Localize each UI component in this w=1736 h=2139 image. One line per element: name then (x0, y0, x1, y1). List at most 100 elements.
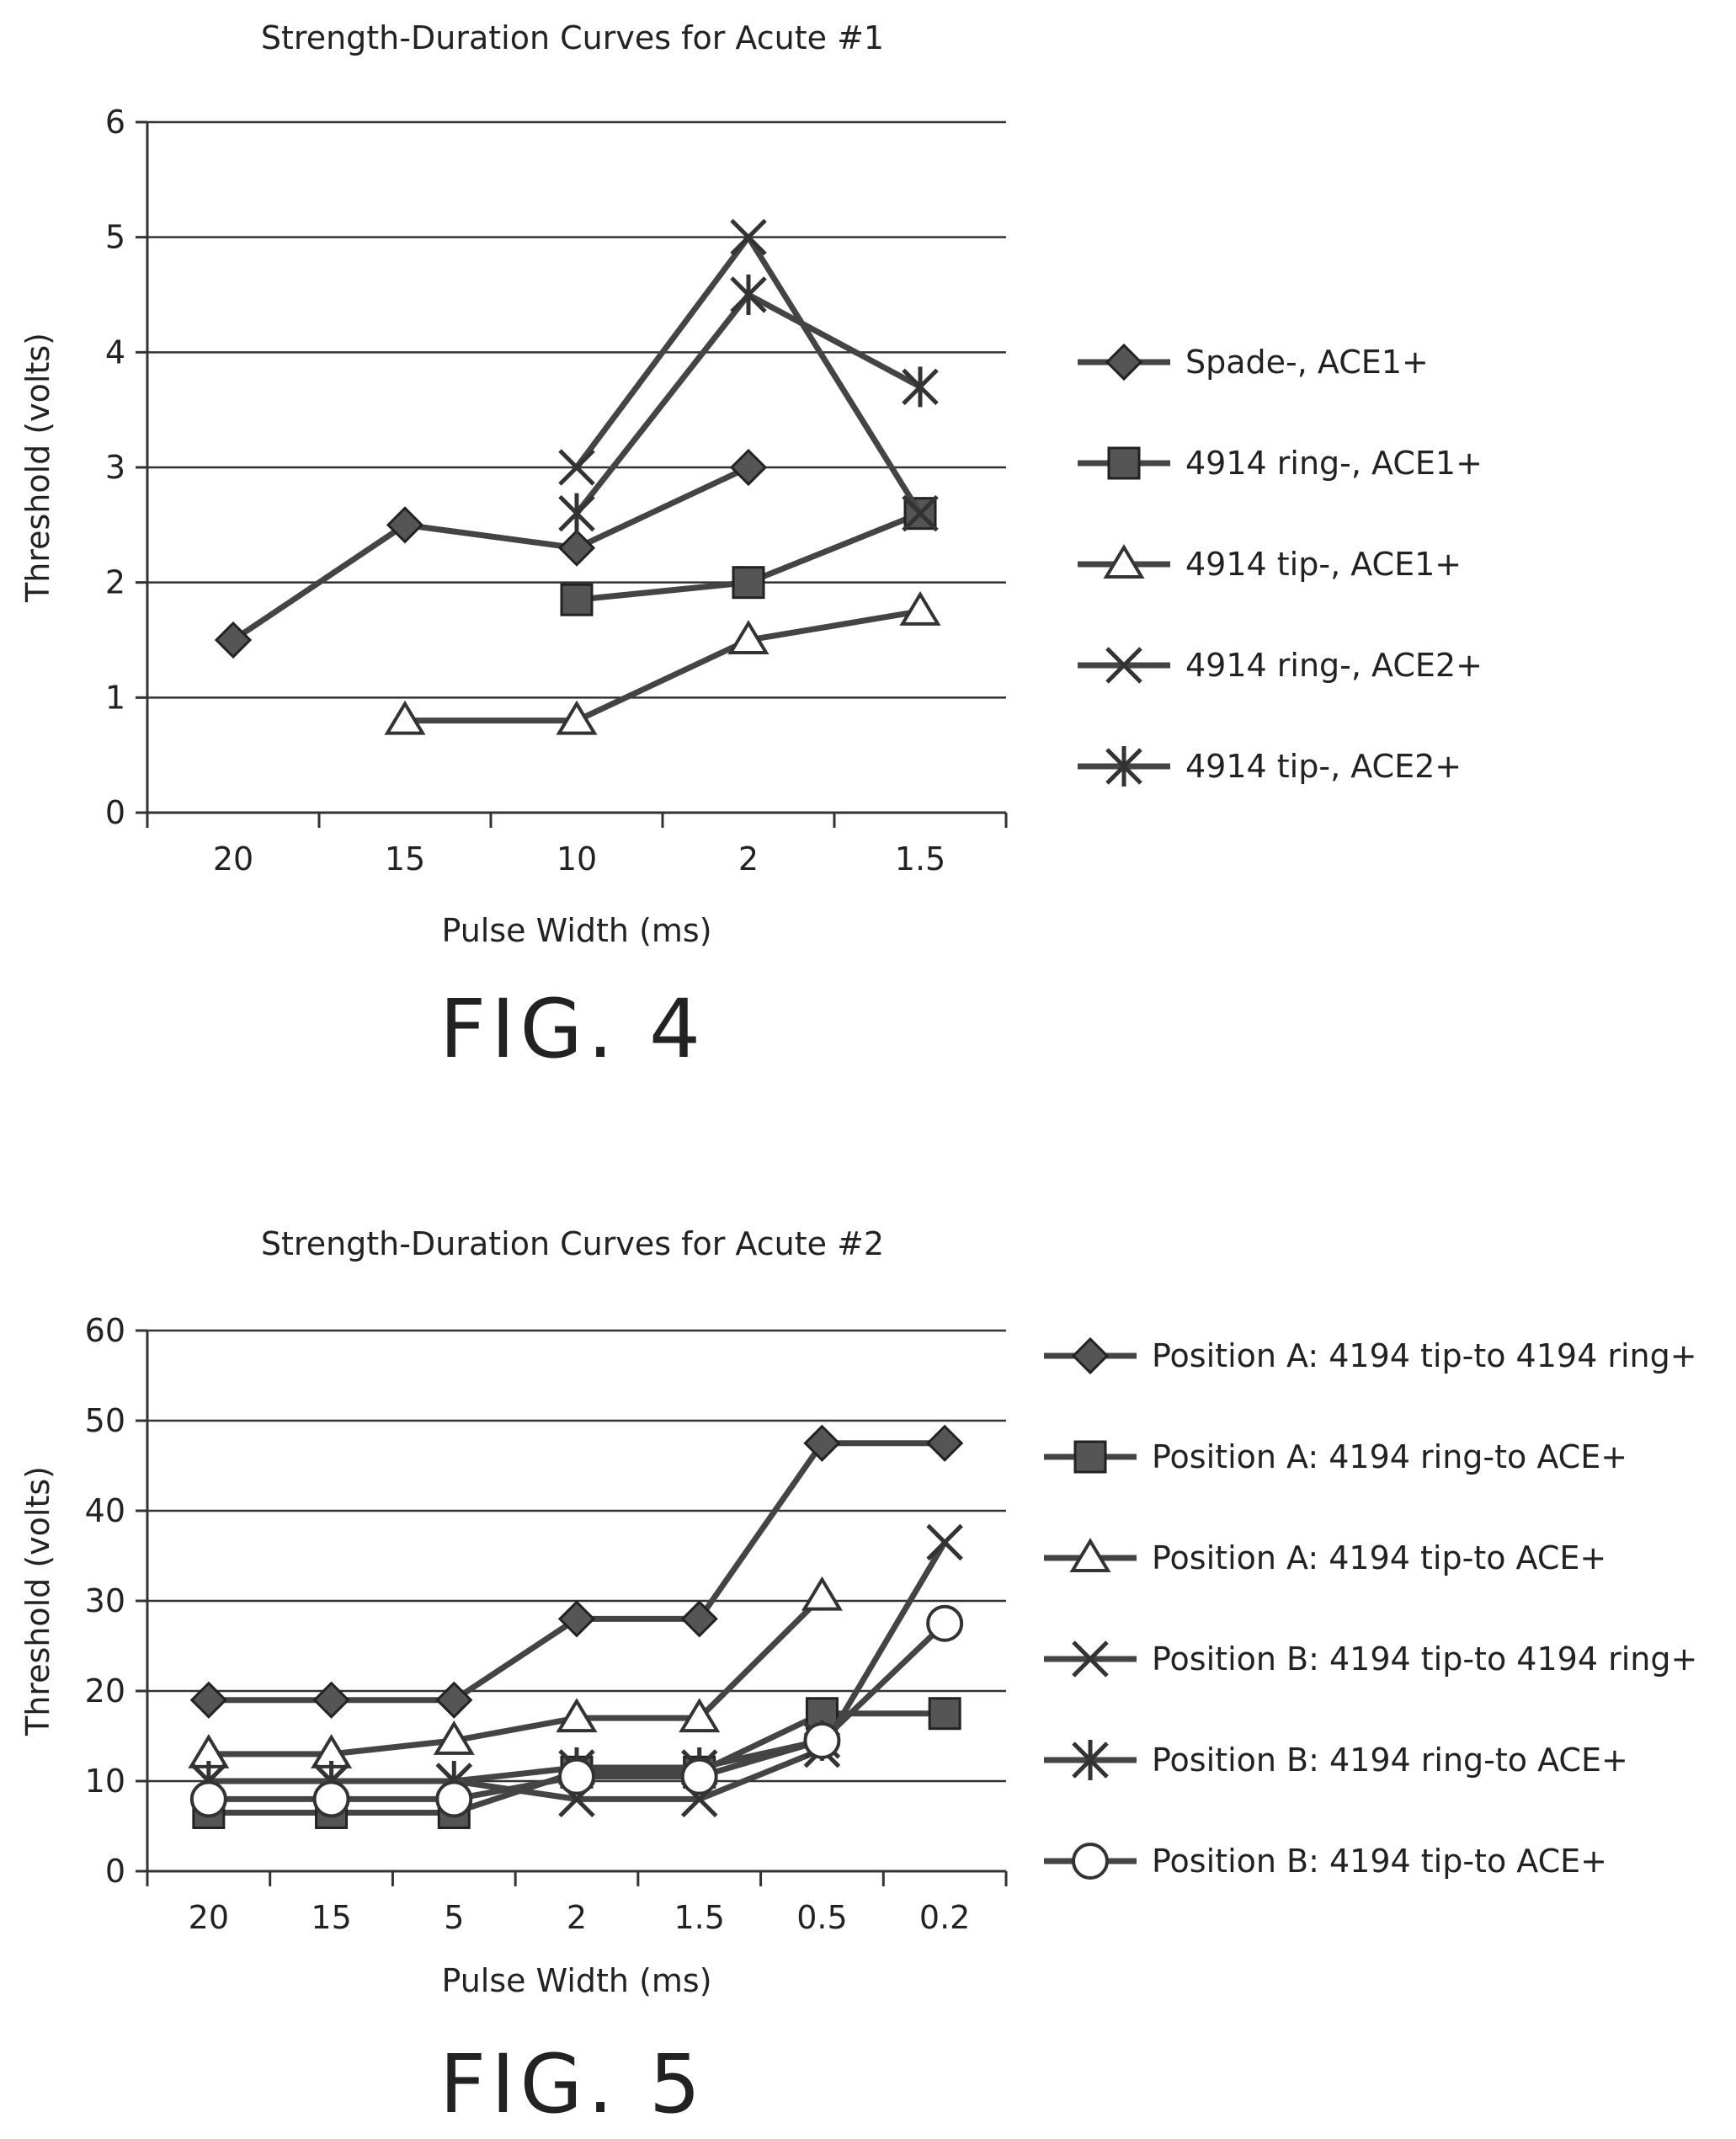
data-point (557, 1600, 596, 1638)
legend-item: 4914 tip-, ACE1+ (1078, 544, 1462, 583)
y-tick-label: 5 (105, 219, 125, 256)
data-point (189, 1681, 227, 1719)
y-tick-label: 2 (105, 564, 125, 601)
data-point (926, 1424, 964, 1462)
data-point (803, 1721, 841, 1759)
series-position-a-4194-tip-to-ace (188, 1576, 843, 1768)
data-point (557, 529, 596, 567)
x-tick-label: 2 (738, 840, 759, 877)
data-point (801, 1576, 843, 1611)
x-tick-label: 5 (444, 1899, 464, 1936)
y-tick-label: 10 (85, 1763, 125, 1800)
y-axis-label: Threshold (volts) (19, 333, 56, 603)
chart-acute-1: Strength-Duration Curves for Acute #1 0 1 2… (19, 19, 1483, 1076)
legend-marker (1105, 343, 1143, 381)
y-tick-label: 20 (85, 1672, 125, 1710)
legend-item: Position A: 4194 tip-to 4194 ring+ (1044, 1336, 1697, 1375)
series-line (208, 1594, 824, 1758)
legend: Position A: 4194 tip-to 4194 ring+ Positi… (1044, 1336, 1697, 1880)
y-tick-label: 60 (85, 1312, 125, 1349)
legend-label: 4914 tip-, ACE2+ (1185, 748, 1462, 785)
legend-item: Position A: 4194 ring-to ACE+ (1044, 1438, 1627, 1475)
series-line (405, 608, 921, 724)
legend-item: 4914 tip-, ACE2+ (1078, 746, 1462, 787)
chart-acute-2: Strength-Duration Curves for Acute #2 0 10… (19, 1225, 1697, 2131)
series-line (208, 1737, 823, 1784)
y-ticks: 0 1 2 3 4 5 6 (105, 104, 147, 831)
data-point (899, 590, 941, 626)
x-tick-label: 1.5 (895, 840, 945, 877)
y-tick-label: 0 (105, 794, 125, 831)
legend-item: 4914 ring-, ACE2+ (1078, 647, 1483, 684)
data-point (679, 1698, 721, 1733)
legend-item: Position A: 4194 tip-to ACE+ (1044, 1538, 1606, 1576)
x-tick-label: 2 (567, 1899, 587, 1936)
data-point (556, 700, 598, 735)
data-point (558, 493, 595, 534)
series-line (232, 464, 750, 643)
data-point (386, 506, 424, 544)
x-tick-label: 15 (385, 840, 425, 877)
legend-label: Position B: 4194 ring-to ACE+ (1152, 1742, 1628, 1779)
series-line (208, 1440, 945, 1704)
x-tick-label: 0.5 (796, 1899, 847, 1936)
x-tick-label: 10 (556, 840, 597, 877)
legend-label: 4914 ring-, ACE1+ (1185, 445, 1483, 482)
y-tick-label: 6 (105, 104, 125, 141)
data-point (556, 1698, 598, 1733)
legend-label: Position B: 4194 tip-to 4194 ring+ (1152, 1640, 1697, 1678)
legend-label: Position B: 4194 tip-to ACE+ (1152, 1843, 1607, 1880)
series-4914-ring-ace1 (560, 497, 937, 616)
legend-marker (1072, 1740, 1109, 1780)
y-tick-label: 3 (105, 449, 125, 486)
legend: Spade-, ACE1+ 4914 ring-, ACE1+ 4914 tip-,… (1078, 343, 1483, 787)
legend-item: 4914 ring-, ACE1+ (1078, 445, 1483, 482)
gridlines (147, 1329, 1006, 1783)
data-point (312, 1780, 350, 1818)
data-point (803, 1424, 841, 1462)
data-point (433, 1720, 475, 1755)
legend-item: Position B: 4194 tip-to 4194 ring+ (1044, 1640, 1697, 1678)
data-point (730, 218, 767, 256)
y-tick-label: 4 (105, 333, 125, 371)
legend-label: 4914 ring-, ACE2+ (1185, 647, 1483, 684)
data-point (680, 1758, 718, 1795)
x-axis-label: Pulse Width (ms) (441, 912, 711, 949)
data-point (928, 1697, 961, 1731)
legend-marker (1105, 746, 1142, 787)
series-position-b-4194-tip-to-ace (189, 1604, 964, 1818)
series-4914-ring-ace2 (558, 218, 939, 532)
y-tick-label: 30 (85, 1582, 125, 1619)
y-tick-label: 0 (105, 1853, 125, 1890)
legend-marker (1071, 1336, 1110, 1375)
data-point (435, 1780, 473, 1818)
data-point (729, 448, 768, 487)
legend-label: Spade-, ACE1+ (1185, 344, 1429, 381)
figure-4: Strength-Duration Curves for Acute #1 0 1 2… (19, 19, 1483, 1076)
y-tick-label: 1 (105, 679, 125, 716)
figure-label: FIG. 5 (439, 2037, 706, 2131)
data-point (214, 621, 253, 659)
x-tick-label: 20 (189, 1899, 229, 1936)
data-point (926, 1523, 963, 1561)
data-point (926, 1604, 964, 1642)
data-point (727, 620, 769, 654)
data-point (558, 1758, 595, 1795)
data-point (732, 566, 765, 600)
legend-label: 4914 tip-, ACE1+ (1185, 546, 1462, 583)
data-point (902, 366, 939, 408)
legend-marker (1103, 544, 1145, 579)
legend-item: Position B: 4194 ring-to ACE+ (1044, 1740, 1628, 1780)
legend-label: Position A: 4194 tip-to ACE+ (1152, 1539, 1606, 1576)
x-tick-label: 15 (311, 1899, 351, 1936)
x-ticks: 20 15 10 2 1.5 (146, 813, 1008, 877)
legend-marker (1107, 446, 1141, 480)
legend-label: Position A: 4194 ring-to ACE+ (1152, 1438, 1627, 1475)
data-point (435, 1681, 473, 1719)
legend-marker (1105, 647, 1142, 684)
data-point (189, 1780, 227, 1818)
legend-label: Position A: 4194 tip-to 4194 ring+ (1152, 1337, 1697, 1374)
chart-title: Strength-Duration Curves for Acute #2 (261, 1225, 884, 1262)
chart-title: Strength-Duration Curves for Acute #1 (261, 19, 884, 56)
series-4914-tip-ace1 (384, 590, 941, 735)
